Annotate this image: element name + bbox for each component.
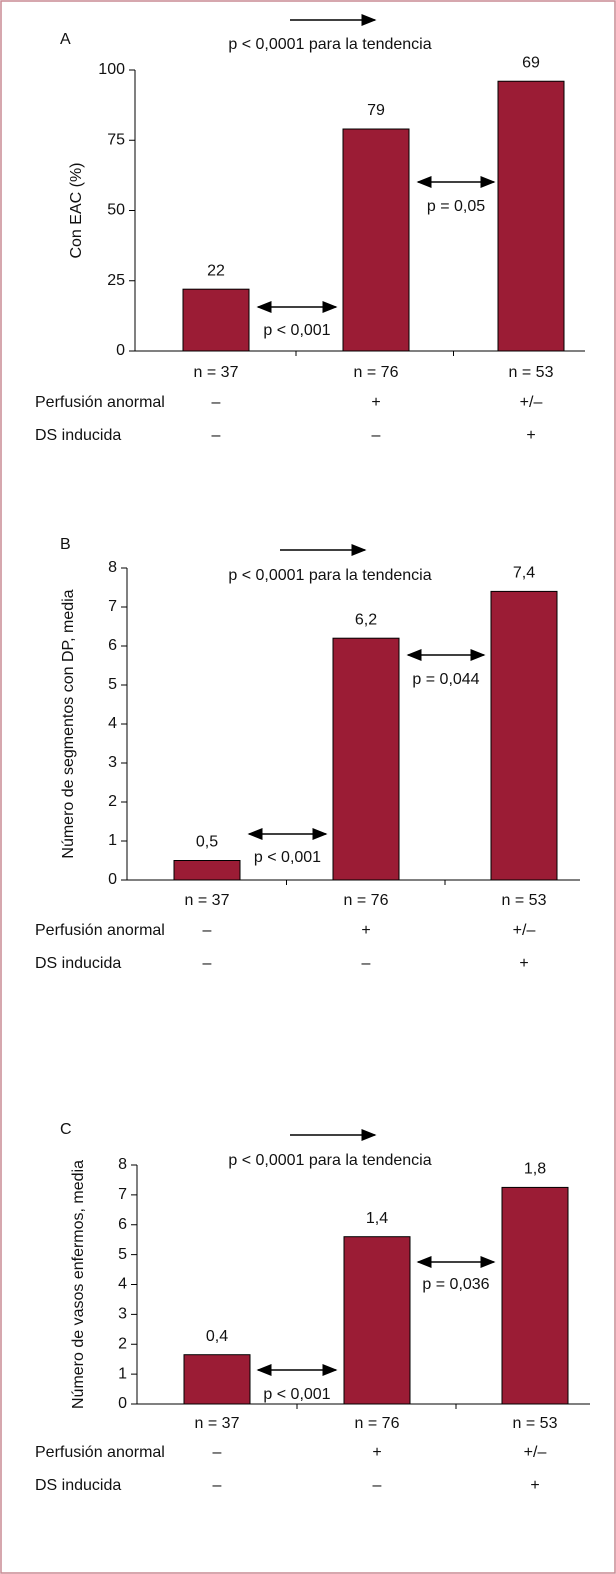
panel-label: C bbox=[60, 1121, 72, 1138]
bar-label: 1,4 bbox=[366, 1210, 388, 1227]
x-tick-label: n = 53 bbox=[513, 1415, 558, 1432]
row-label: Perfusión anormal bbox=[35, 1444, 165, 1461]
bar-label: 22 bbox=[207, 262, 225, 279]
y-tick-label: 3 bbox=[108, 754, 117, 771]
y-tick-label: 25 bbox=[107, 272, 125, 289]
x-tick-label: n = 76 bbox=[355, 1415, 400, 1432]
bar-label: 0,5 bbox=[196, 834, 218, 851]
bar bbox=[343, 1236, 411, 1405]
x-tick-label: n = 76 bbox=[354, 364, 399, 381]
y-tick-label: 0 bbox=[108, 871, 117, 888]
y-tick-label: 0 bbox=[116, 342, 125, 359]
y-axis-label: Número de segmentos con DP, media bbox=[60, 589, 77, 858]
bar-label: 6,2 bbox=[355, 611, 377, 628]
annotation: p < 0,0001 para la tendencia bbox=[228, 1152, 431, 1169]
y-tick-label: 5 bbox=[118, 1246, 127, 1263]
bar-label: 1,8 bbox=[524, 1161, 546, 1178]
row-label: Perfusión anormal bbox=[35, 394, 165, 411]
bar bbox=[501, 1186, 569, 1405]
panel-label: A bbox=[60, 31, 71, 48]
y-tick-label: 4 bbox=[118, 1276, 127, 1293]
row-value: +/– bbox=[524, 1444, 547, 1461]
y-tick-label: 3 bbox=[118, 1306, 127, 1323]
annotation: p < 0,0001 para la tendencia bbox=[228, 36, 431, 53]
bar bbox=[182, 288, 250, 352]
row-value: – bbox=[203, 955, 212, 972]
y-axis-label: Número de vasos enfermos, media bbox=[70, 1160, 87, 1409]
row-value: – bbox=[212, 427, 221, 444]
y-tick-label: 2 bbox=[108, 793, 117, 810]
y-tick-label: 1 bbox=[108, 832, 117, 849]
row-value: – bbox=[372, 427, 381, 444]
row-label: DS inducida bbox=[35, 1477, 121, 1494]
y-tick-label: 1 bbox=[118, 1365, 127, 1382]
y-tick-label: 6 bbox=[118, 1216, 127, 1233]
row-value: + bbox=[526, 427, 535, 444]
y-tick-label: 2 bbox=[118, 1335, 127, 1352]
annotation: p < 0,0001 para la tendencia bbox=[228, 567, 431, 584]
panel-label: B bbox=[60, 536, 71, 553]
comparison-label: p = 0,036 bbox=[422, 1276, 489, 1293]
bar bbox=[183, 1354, 251, 1405]
bar bbox=[490, 590, 558, 881]
y-tick-label: 5 bbox=[108, 676, 117, 693]
y-tick-label: 4 bbox=[108, 715, 117, 732]
y-tick-label: 7 bbox=[118, 1186, 127, 1203]
row-value: + bbox=[519, 955, 528, 972]
x-tick-label: n = 37 bbox=[195, 1415, 240, 1432]
comparison-label: p = 0,044 bbox=[412, 671, 479, 688]
row-value: +/– bbox=[513, 922, 536, 939]
row-value: – bbox=[373, 1477, 382, 1494]
x-tick-label: n = 53 bbox=[509, 364, 554, 381]
y-axis-label: Con EAC (%) bbox=[68, 162, 85, 258]
comparison-label: p < 0,001 bbox=[263, 1386, 330, 1403]
x-tick-label: n = 53 bbox=[502, 892, 547, 909]
y-tick-label: 100 bbox=[98, 61, 125, 78]
row-value: – bbox=[203, 922, 212, 939]
row-value: + bbox=[371, 394, 380, 411]
row-value: – bbox=[213, 1444, 222, 1461]
comparison-label: p = 0,05 bbox=[427, 198, 485, 215]
y-tick-label: 7 bbox=[108, 598, 117, 615]
bar bbox=[332, 637, 400, 881]
bar-label: 79 bbox=[367, 102, 385, 119]
row-label: Perfusión anormal bbox=[35, 922, 165, 939]
row-value: + bbox=[530, 1477, 539, 1494]
bar-label: 0,4 bbox=[206, 1328, 228, 1345]
bar-label: 7,4 bbox=[513, 565, 535, 582]
bar-label: 69 bbox=[522, 54, 540, 71]
comparison-label: p < 0,001 bbox=[263, 322, 330, 339]
bar bbox=[342, 128, 410, 352]
y-tick-label: 50 bbox=[107, 202, 125, 219]
row-value: +/– bbox=[520, 394, 543, 411]
y-tick-label: 75 bbox=[107, 131, 125, 148]
y-tick-label: 8 bbox=[118, 1156, 127, 1173]
comparison-label: p < 0,001 bbox=[254, 849, 321, 866]
y-tick-label: 8 bbox=[108, 559, 117, 576]
row-label: DS inducida bbox=[35, 427, 121, 444]
x-tick-label: n = 76 bbox=[344, 892, 389, 909]
bar bbox=[173, 860, 241, 881]
bar bbox=[497, 80, 565, 352]
y-tick-label: 0 bbox=[118, 1395, 127, 1412]
x-tick-label: n = 37 bbox=[194, 364, 239, 381]
x-tick-label: n = 37 bbox=[185, 892, 230, 909]
row-label: DS inducida bbox=[35, 955, 121, 972]
row-value: – bbox=[212, 394, 221, 411]
row-value: + bbox=[372, 1444, 381, 1461]
row-value: + bbox=[361, 922, 370, 939]
row-value: – bbox=[362, 955, 371, 972]
row-value: – bbox=[213, 1477, 222, 1494]
y-tick-label: 6 bbox=[108, 637, 117, 654]
